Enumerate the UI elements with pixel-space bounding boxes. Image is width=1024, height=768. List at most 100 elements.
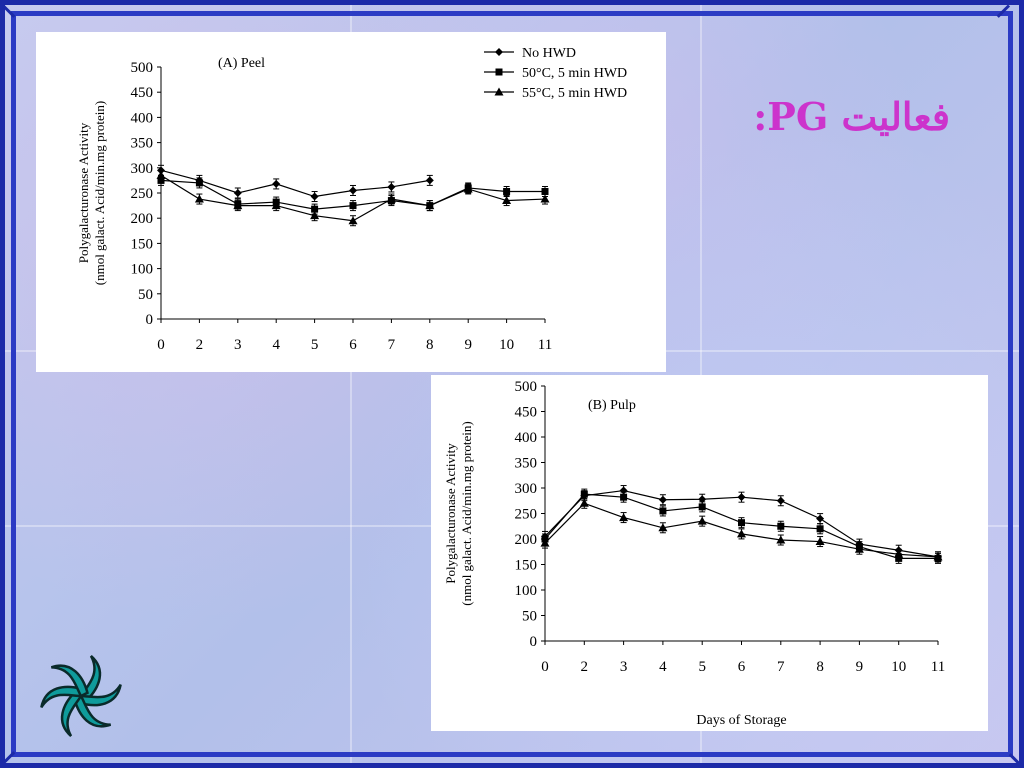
series-line (160, 174, 546, 222)
data-point (894, 549, 904, 558)
y-tick-label: 100 (131, 262, 154, 278)
data-point (195, 179, 203, 187)
data-point (194, 194, 204, 203)
x-tick-label: 4 (659, 659, 667, 675)
data-point (580, 490, 588, 498)
y-tick-label: 50 (138, 287, 153, 303)
legend-marker (494, 87, 504, 96)
x-tick-label: 6 (349, 337, 357, 353)
data-point (272, 179, 281, 188)
data-point (737, 493, 746, 502)
chart-pulp: 0 50 100 150 200 250 300 350 400 450 500 0 2 3 4 5 6 7 8 9 1… (443, 379, 945, 728)
x-tick-label: 3 (234, 337, 242, 353)
x-tick-label: 7 (388, 337, 396, 353)
data-point (659, 507, 667, 515)
y-tick-label: 150 (515, 558, 538, 574)
data-point (271, 201, 281, 210)
data-point (658, 495, 667, 504)
x-tick-label: 10 (891, 659, 906, 675)
x-tick-label: 11 (931, 659, 945, 675)
y-tick-label: 300 (515, 481, 538, 497)
data-point (349, 186, 357, 195)
y-tick-label: 350 (131, 136, 154, 152)
data-point (737, 529, 746, 538)
x-tick-label: 8 (426, 337, 434, 353)
series-line (160, 169, 430, 198)
x-tick-label: 2 (196, 337, 204, 353)
x-tick-label: 4 (272, 337, 280, 353)
logo-petal (60, 690, 83, 737)
legend-label: 55°C, 5 min HWD (522, 86, 627, 101)
data-point (386, 194, 396, 203)
y-tick-label: 300 (131, 161, 154, 177)
x-tick-label: 9 (856, 659, 864, 675)
data-point (776, 535, 786, 544)
data-point (815, 537, 825, 546)
data-point (463, 184, 473, 193)
y-axis-label: (nmol galact. Acid/min.mg protein) (459, 421, 474, 606)
x-tick-label: 0 (541, 659, 549, 675)
y-tick-label: 400 (131, 110, 154, 126)
legend-marker (495, 48, 503, 56)
y-tick-label: 0 (146, 312, 154, 328)
logo-petal (79, 683, 122, 707)
data-point (233, 189, 242, 197)
logo-petal (50, 664, 89, 698)
y-axis-label: Polygalacturonase Activity (76, 122, 91, 263)
y-tick-label: 450 (131, 85, 154, 101)
data-point (349, 202, 357, 210)
logo-petal (73, 694, 112, 728)
y-tick-label: 200 (131, 211, 154, 227)
data-point (503, 187, 511, 195)
y-tick-label: 400 (515, 430, 538, 446)
data-point (738, 519, 745, 527)
x-tick-label: 11 (538, 337, 552, 353)
y-tick-label: 100 (515, 583, 538, 599)
x-axis-label: Days of Storage (696, 713, 786, 728)
data-point (310, 192, 319, 201)
logo-petal (40, 685, 83, 709)
x-tick-label: 5 (698, 659, 706, 675)
data-point (697, 516, 707, 525)
y-tick-label: 250 (515, 507, 538, 523)
data-point (619, 513, 629, 522)
x-tick-label: 2 (581, 659, 589, 675)
x-tick-label: 0 (157, 337, 165, 353)
data-point (348, 216, 358, 225)
chart-panel-pulp: 0 50 100 150 200 250 300 350 400 450 500 0 2 3 4 5 6 7 8 9 1… (431, 375, 988, 731)
x-tick-label: 6 (738, 659, 746, 675)
y-tick-label: 0 (530, 634, 538, 650)
data-point (540, 538, 550, 547)
logo-petal (79, 655, 102, 702)
slide-frame-inner (11, 11, 1013, 757)
y-tick-label: 350 (515, 456, 538, 472)
data-point (776, 496, 785, 505)
x-tick-label: 3 (620, 659, 628, 675)
chart-peel: 0 50 100 150 200 250 300 350 400 450 500 0 2 3 4 5 6 7 8 9 1… (76, 46, 627, 353)
data-point (502, 196, 512, 205)
legend-label: 50°C, 5 min HWD (522, 66, 627, 81)
data-point (540, 194, 550, 203)
background-line (350, 0, 352, 768)
data-point (387, 182, 396, 191)
x-tick-label: 8 (816, 659, 824, 675)
x-tick-label: 7 (777, 659, 785, 675)
data-point (698, 495, 707, 504)
data-point (425, 201, 435, 210)
teal-star-swirl-icon (40, 655, 122, 737)
slide-heading: فعالیت PG: (753, 94, 950, 139)
data-point (311, 205, 319, 213)
y-axis-label: Polygalacturonase Activity (443, 443, 458, 584)
data-point (425, 176, 434, 185)
chart-panel-peel: 0 50 100 150 200 250 300 350 400 450 500 0 2 3 4 5 6 7 8 9 1… (36, 32, 666, 372)
data-point (233, 201, 243, 210)
x-tick-label: 9 (464, 337, 472, 353)
data-point (579, 498, 589, 507)
data-point (156, 170, 166, 179)
data-point (816, 525, 824, 533)
y-tick-label: 450 (515, 405, 538, 421)
data-point (816, 514, 825, 523)
x-tick-label: 5 (311, 337, 319, 353)
data-point (620, 493, 628, 501)
